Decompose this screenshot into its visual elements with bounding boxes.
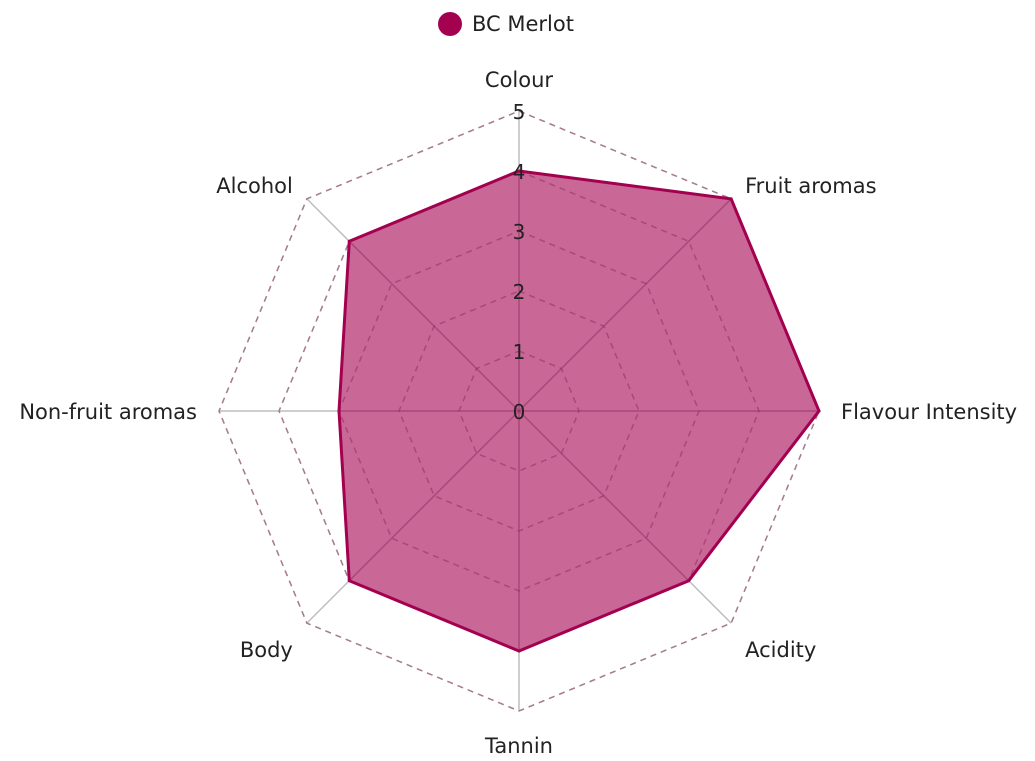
axis-label-6: Non-fruit aromas (19, 400, 197, 424)
tick-label-3: 3 (513, 220, 526, 244)
axis-label-3: Acidity (745, 638, 816, 662)
spoke-overlay-3 (518, 410, 690, 582)
axis-label-2: Flavour Intensity (841, 400, 1017, 424)
data-point-6 (337, 409, 341, 413)
grid-ring-overlay-5 (218, 110, 820, 712)
spoke-overlay-5 (348, 410, 520, 582)
grid-ring-overlay-4 (278, 170, 760, 652)
tick-label-4: 4 (513, 160, 526, 184)
series-area (339, 171, 819, 651)
tick-label-5: 5 (513, 100, 526, 124)
data-point-4 (517, 649, 521, 653)
data-point-2 (817, 409, 821, 413)
data-point-3 (687, 579, 691, 583)
data-point-0 (517, 169, 521, 173)
legend-label: BC Merlot (472, 12, 574, 36)
axis-label-1: Fruit aromas (745, 174, 876, 198)
spoke-overlay-1 (518, 198, 732, 412)
axis-label-0: Colour (485, 68, 554, 92)
axis-label-7: Alcohol (216, 174, 293, 198)
tick-label-0: 0 (513, 400, 526, 424)
grid-ring-5 (218, 110, 820, 712)
legend: BC Merlot (438, 12, 574, 36)
grid-ring-overlay-2 (398, 290, 640, 532)
tick-label-2: 2 (513, 280, 526, 304)
data-point-1 (729, 197, 733, 201)
grid-ring-overlay-3 (338, 230, 700, 592)
axis-label-4: Tannin (484, 734, 553, 757)
data-point-7 (347, 239, 351, 243)
axis-label-5: Body (240, 638, 293, 662)
data-point-5 (347, 579, 351, 583)
tick-label-1: 1 (513, 340, 526, 364)
legend-swatch (438, 12, 462, 36)
spoke-overlay-7 (348, 240, 520, 412)
